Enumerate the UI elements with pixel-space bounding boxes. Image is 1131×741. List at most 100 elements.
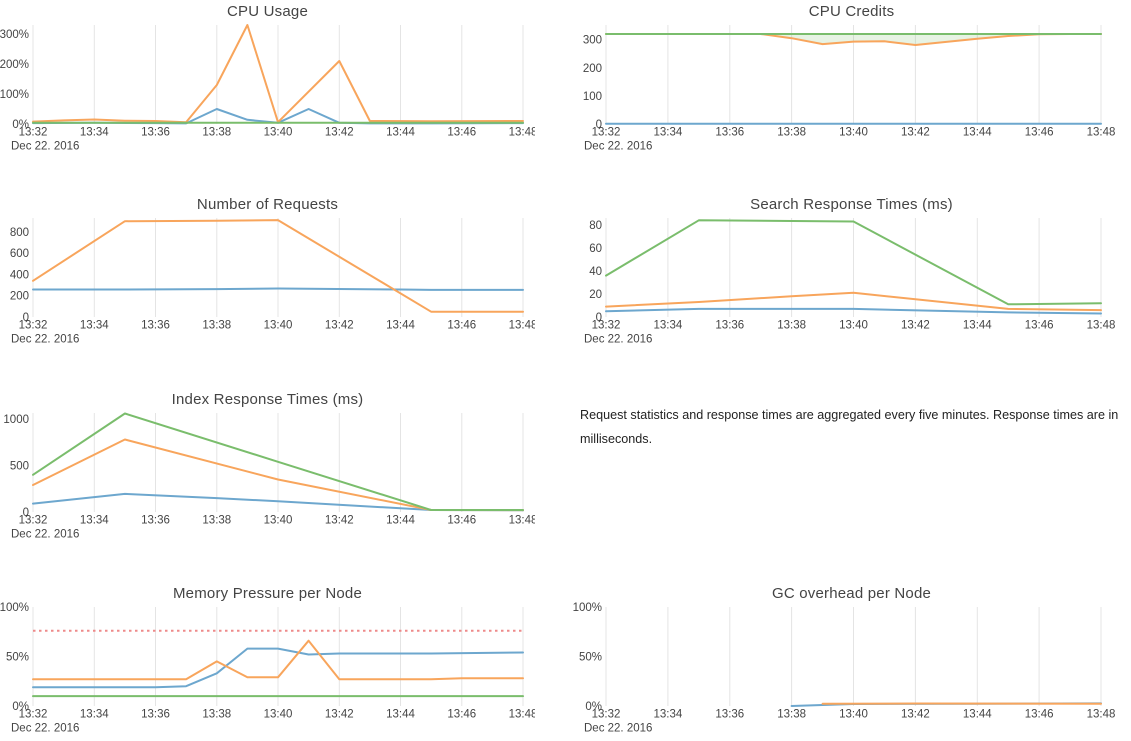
x-tick-label: 13:48 [1087,127,1116,139]
x-axis-date-label: Dec 22. 2016 [584,141,652,153]
x-tick-label: 13:36 [141,127,170,139]
x-tick-label: 13:36 [141,320,170,332]
x-tick-label: 13:32 [592,320,621,332]
chart-title: CPU Usage [227,3,308,20]
x-tick-label: 13:36 [141,515,170,527]
x-tick-label: 13:44 [386,127,415,139]
y-tick-label: 200 [10,291,29,303]
x-tick-label: 13:38 [202,320,231,332]
x-tick-label: 13:34 [80,127,109,139]
y-tick-label: 100 [583,91,602,103]
y-tick-label: 600 [10,248,29,260]
chart-canvas: 0% 50% 100% 13:32 13:34 13:36 13:38 13:40 13:42 1… [0,602,535,735]
x-tick-label: 13:44 [963,320,992,332]
chart-cpu-credits: CPU Credits 0 100 200 300 13:32 13:34 13:36 13:… [572,0,1131,165]
x-tick-label: 13:34 [80,709,109,721]
x-tick-label: 13:32 [592,127,621,139]
x-tick-label: 13:48 [509,127,535,139]
x-tick-label: 13:42 [901,709,930,721]
x-tick-label: 13:42 [325,127,354,139]
x-tick-label: 13:46 [1025,709,1054,721]
chart-gc-overhead-per-node: GC overhead per Node 0% 50% 100% 13:32 13:34… [572,582,1131,741]
y-tick-label: 1000 [3,414,29,426]
x-tick-label: 13:34 [654,709,683,721]
series-line-orange [32,24,524,124]
x-tick-label: 13:40 [839,320,868,332]
series-line-orange [32,639,524,681]
x-tick-label: 13:40 [264,320,293,332]
x-tick-label: 13:32 [19,320,48,332]
x-tick-label: 13:44 [963,127,992,139]
series-line-orange [605,291,1102,312]
x-tick-label: 13:46 [447,320,476,332]
x-tick-label: 13:46 [447,515,476,527]
x-tick-label: 13:36 [715,320,744,332]
x-tick-label: 13:38 [777,709,806,721]
x-tick-label: 13:48 [1087,320,1116,332]
x-tick-label: 13:40 [264,709,293,721]
x-tick-label: 13:32 [19,127,48,139]
x-tick-label: 13:46 [447,127,476,139]
x-tick-label: 13:38 [777,320,806,332]
y-tick-label: 40 [589,266,602,278]
series-line-blue [32,647,524,689]
x-tick-label: 13:44 [386,709,415,721]
chart-canvas: 0 200 400 600 800 13:32 13:34 13:36 13:38 13:40 13… [10,218,535,346]
x-axis-date-label: Dec 22. 2016 [11,141,79,153]
chart-title: GC overhead per Node [771,585,932,602]
x-tick-label: 13:32 [19,515,48,527]
series-area-fill [606,34,1101,45]
x-tick-label: 13:38 [202,709,231,721]
x-tick-label: 13:38 [777,127,806,139]
x-tick-label: 13:38 [202,127,231,139]
x-tick-label: 13:42 [325,709,354,721]
x-tick-label: 13:42 [325,320,354,332]
chart-index-response-times: Index Response Times (ms) 0 500 1000 13:32 1… [0,388,535,553]
x-tick-label: 13:34 [80,320,109,332]
x-tick-label: 13:44 [386,320,415,332]
series-line-green [605,219,1102,306]
y-tick-label: 100% [0,602,29,614]
y-tick-label: 0% [12,701,29,713]
series-line-blue [32,287,524,291]
x-tick-label: 13:34 [654,127,683,139]
y-tick-label: 500 [10,461,29,473]
x-tick-label: 13:36 [715,709,744,721]
chart-title: Index Response Times (ms) [171,391,364,408]
y-tick-label: 0 [596,119,602,131]
y-tick-label: 0 [23,312,29,324]
x-tick-label: 13:46 [447,709,476,721]
chart-title: Search Response Times (ms) [750,196,953,213]
x-tick-label: 13:42 [901,127,930,139]
x-tick-label: 13:34 [80,515,109,527]
x-tick-label: 13:32 [592,709,621,721]
chart-canvas: 0 500 1000 13:32 13:34 13:36 13:38 13:40 13:42 13… [3,412,535,541]
x-tick-label: 13:44 [386,515,415,527]
chart-memory-pressure-per-node: Memory Pressure per Node 0% 50% 100% 13:32 1… [0,582,535,741]
y-tick-label: 20 [589,289,602,301]
chart-title: CPU Credits [808,3,895,20]
y-tick-label: 0 [23,507,29,519]
x-tick-label: 13:38 [202,515,231,527]
x-tick-label: 13:40 [839,709,868,721]
series-line-green [32,412,524,511]
y-tick-label: 60 [589,243,602,255]
series-line-orange [32,219,524,313]
x-axis-date-label: Dec 22. 2016 [11,529,79,541]
x-tick-label: 13:48 [509,709,535,721]
chart-cpu-usage: CPU Usage 0% 100% 200% 300% 13:32 13:34 13:36 1… [0,0,535,165]
y-tick-label: 100% [0,89,29,101]
x-tick-label: 13:46 [1025,320,1054,332]
x-tick-label: 13:48 [509,515,535,527]
x-tick-label: 13:48 [509,320,535,332]
aggregation-note: Request statistics and response times ar… [580,408,1119,446]
y-tick-label: 0% [585,701,602,713]
x-tick-label: 13:40 [264,515,293,527]
y-tick-label: 0% [12,119,29,131]
x-tick-label: 13:42 [901,320,930,332]
chart-canvas: 0% 100% 200% 300% 13:32 13:34 13:36 13:38 13:40 1… [0,24,535,153]
x-axis-date-label: Dec 22. 2016 [584,723,652,735]
x-tick-label: 13:42 [325,515,354,527]
y-tick-label: 80 [589,220,602,232]
chart-number-of-requests: Number of Requests 0 200 400 600 800 13:32 13:… [0,193,535,358]
